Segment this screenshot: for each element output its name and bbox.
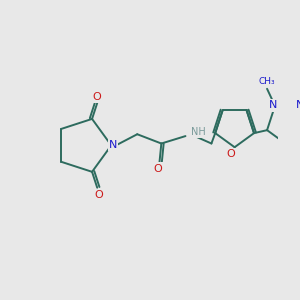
Text: N: N [268, 100, 277, 110]
Text: O: O [226, 149, 235, 159]
Text: N: N [109, 140, 117, 150]
Text: CH₃: CH₃ [259, 77, 275, 86]
Text: NH: NH [191, 128, 206, 137]
Text: N: N [296, 100, 300, 110]
Text: O: O [93, 92, 102, 101]
Text: O: O [95, 190, 103, 200]
Text: O: O [153, 164, 162, 173]
